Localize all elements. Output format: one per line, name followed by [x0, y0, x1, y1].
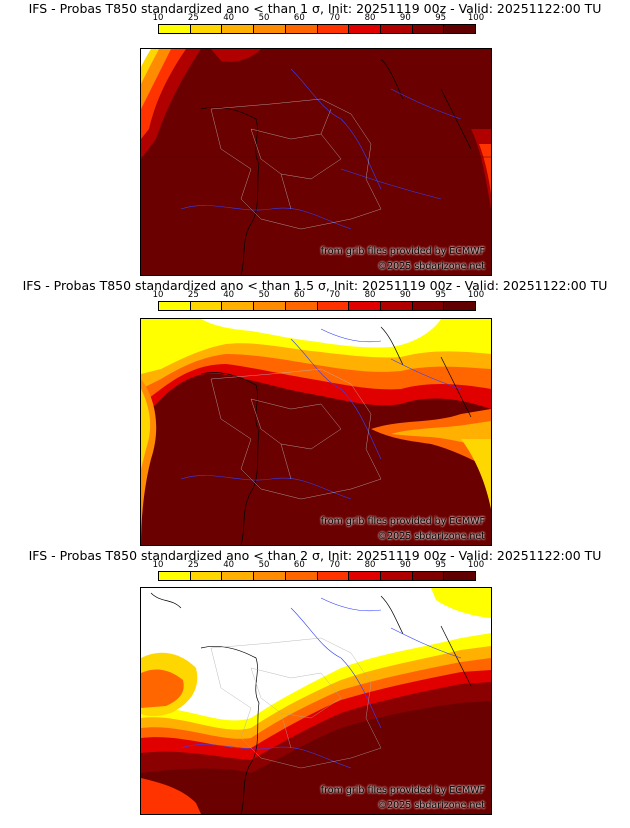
- scale-tick-label: 70: [329, 13, 341, 23]
- scale-tick-label: 60: [293, 13, 305, 23]
- scale-tick-label: 80: [364, 560, 376, 570]
- scale-swatch: [190, 572, 223, 580]
- probability-color-scale: [158, 571, 476, 581]
- scale-swatch: [380, 572, 413, 580]
- map-panel-2: IFS - Probas T850 standardized ano < tha…: [0, 277, 630, 553]
- scale-swatch: [222, 572, 255, 580]
- credit-site: ©2025 sbdarizone.net: [377, 531, 485, 542]
- scale-swatch: [285, 572, 318, 580]
- scale-tick-labels: 10 25 40 50 60 70 80 90 95 100: [153, 13, 485, 24]
- map-panel-3: IFS - Probas T850 standardized ano < tha…: [0, 547, 630, 823]
- scale-tick-label: 90: [399, 13, 411, 23]
- panel-title: IFS - Probas T850 standardized ano < tha…: [28, 548, 602, 563]
- scale-swatch: [412, 572, 445, 580]
- scale-tick-label: 90: [399, 560, 411, 570]
- credit-site: ©2025 sbdarizone.net: [377, 800, 485, 811]
- scale-swatch: [349, 302, 381, 310]
- scale-swatch: [317, 25, 350, 33]
- scale-tick-labels: 10 25 40 50 60 70 80 90 95 100: [153, 290, 485, 301]
- scale-swatch: [159, 302, 191, 310]
- scale-tick-label: 25: [187, 290, 199, 300]
- scale-tick-label: 40: [223, 290, 235, 300]
- scale-swatch: [190, 25, 223, 33]
- scale-tick-label: 10: [152, 13, 164, 23]
- probability-color-scale: [158, 24, 476, 34]
- credit-source: from grib files provided by ECMWF: [320, 785, 485, 796]
- scale-swatch: [222, 25, 255, 33]
- scale-swatch: [285, 25, 318, 33]
- scale-swatch: [380, 25, 413, 33]
- scale-tick-label: 100: [467, 290, 485, 300]
- scale-swatch: [317, 572, 350, 580]
- scale-swatch: [349, 572, 381, 580]
- scale-swatch: [412, 302, 445, 310]
- scale-tick-label: 95: [435, 13, 447, 23]
- credit-source: from grib files provided by ECMWF: [320, 246, 485, 257]
- panel-title: IFS - Probas T850 standardized ano < tha…: [28, 1, 602, 16]
- scale-tick-label: 60: [293, 290, 305, 300]
- scale-tick-label: 60: [293, 560, 305, 570]
- scale-swatch: [254, 572, 286, 580]
- scale-tick-label: 40: [223, 13, 235, 23]
- scale-swatch: [254, 25, 286, 33]
- probability-map: from grib files provided by ECMWF ©2025 …: [140, 587, 492, 815]
- map-graphic: [141, 49, 491, 275]
- probability-color-scale: [158, 301, 476, 311]
- scale-tick-label: 50: [258, 13, 270, 23]
- scale-swatch: [159, 25, 191, 33]
- scale-swatch: [190, 302, 223, 310]
- scale-tick-label: 10: [152, 290, 164, 300]
- credit-site: ©2025 sbdarizone.net: [377, 261, 485, 272]
- map-panel-1: IFS - Probas T850 standardized ano < tha…: [0, 0, 630, 276]
- scale-swatch: [412, 25, 445, 33]
- scale-tick-label: 100: [467, 560, 485, 570]
- scale-tick-label: 70: [329, 560, 341, 570]
- map-graphic: [141, 319, 491, 545]
- scale-tick-label: 90: [399, 290, 411, 300]
- scale-tick-labels: 10 25 40 50 60 70 80 90 95 100: [153, 560, 485, 571]
- panel-title: IFS - Probas T850 standardized ano < tha…: [22, 278, 608, 293]
- scale-tick-label: 25: [187, 560, 199, 570]
- scale-tick-label: 40: [223, 560, 235, 570]
- map-graphic: [141, 588, 491, 814]
- scale-tick-label: 100: [467, 13, 485, 23]
- scale-swatch: [254, 302, 286, 310]
- scale-tick-label: 70: [329, 290, 341, 300]
- scale-swatch: [349, 25, 381, 33]
- scale-tick-label: 95: [435, 560, 447, 570]
- scale-tick-label: 80: [364, 13, 376, 23]
- scale-swatch: [444, 25, 476, 33]
- credit-source: from grib files provided by ECMWF: [320, 516, 485, 527]
- scale-tick-label: 50: [258, 290, 270, 300]
- scale-tick-label: 50: [258, 560, 270, 570]
- probability-map: from grib files provided by ECMWF ©2025 …: [140, 318, 492, 546]
- scale-tick-label: 80: [364, 290, 376, 300]
- scale-swatch: [285, 302, 318, 310]
- scale-swatch: [317, 302, 350, 310]
- scale-swatch: [222, 302, 255, 310]
- scale-tick-label: 25: [187, 13, 199, 23]
- scale-swatch: [380, 302, 413, 310]
- probability-map: from grib files provided by ECMWF ©2025 …: [140, 48, 492, 276]
- scale-swatch: [444, 302, 476, 310]
- scale-swatch: [159, 572, 191, 580]
- scale-tick-label: 95: [435, 290, 447, 300]
- scale-swatch: [444, 572, 476, 580]
- scale-tick-label: 10: [152, 560, 164, 570]
